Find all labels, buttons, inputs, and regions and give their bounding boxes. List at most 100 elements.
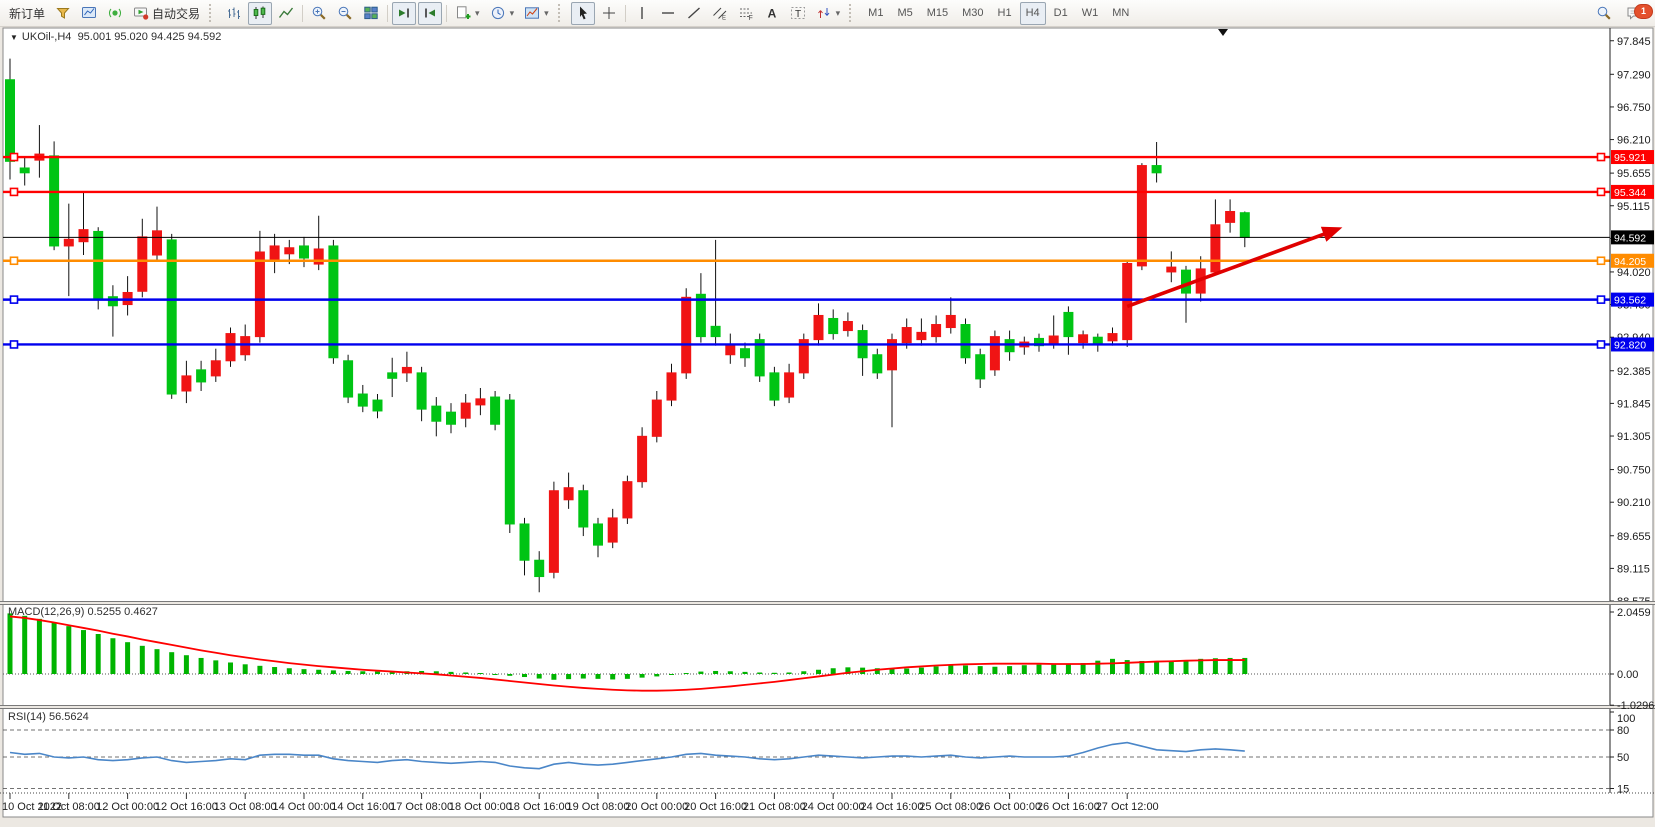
tf-w1-button-label: W1: [1081, 7, 1099, 19]
candle-body: [1181, 269, 1191, 294]
toolbar-separator: [387, 4, 389, 22]
candle-body: [1136, 165, 1147, 267]
candle-body: [754, 339, 765, 377]
macd-histogram-bar: [933, 666, 939, 674]
line-handle[interactable]: [1596, 152, 1606, 162]
horizontal-line-button[interactable]: [656, 2, 680, 25]
macd-histogram-bar: [110, 638, 116, 674]
arrows-button[interactable]: ▾: [812, 2, 845, 25]
line-handle[interactable]: [9, 187, 19, 197]
macd-histogram-bar: [51, 622, 57, 674]
macd-histogram-bar: [889, 668, 895, 674]
tile-icon: [363, 5, 379, 21]
toolbar-grip[interactable]: [849, 4, 857, 22]
label-icon: T: [790, 5, 806, 21]
candles-series[interactable]: [5, 58, 1250, 593]
fibonacci-button[interactable]: F: [734, 2, 758, 25]
toolbar-separator: [624, 4, 626, 22]
line-handle[interactable]: [9, 152, 19, 162]
channel-button[interactable]: E: [708, 2, 732, 25]
new-chart-button[interactable]: ▾: [451, 2, 484, 25]
candle-body: [1063, 311, 1074, 338]
tf-d1-button[interactable]: D1: [1048, 2, 1074, 25]
trendline-button[interactable]: [682, 2, 706, 25]
template-button[interactable]: ▾: [520, 2, 553, 25]
pane-splitter[interactable]: [0, 705, 1655, 709]
svg-text:89.115: 89.115: [1617, 563, 1650, 575]
zoom-in-button[interactable]: [307, 2, 331, 25]
search-button[interactable]: [1592, 2, 1616, 25]
toolbar-grip[interactable]: [209, 4, 217, 22]
line-handle[interactable]: [9, 340, 19, 349]
crosshair-button[interactable]: [597, 2, 621, 25]
macd-histogram-bar: [36, 618, 42, 674]
new-order-button[interactable]: 新订单: [5, 2, 49, 25]
autotrading-button[interactable]: 自动交易: [129, 2, 204, 25]
tf-h1-button[interactable]: H1: [992, 2, 1018, 25]
macd-histogram-bar: [977, 666, 983, 674]
template-icon: [524, 5, 540, 21]
zoom-out-button[interactable]: [333, 2, 357, 25]
macd-pane[interactable]: 2.0459 0.00 -1.0296: [3, 607, 1654, 712]
chart-shift-marker[interactable]: [1218, 29, 1228, 36]
candle-body: [769, 372, 780, 401]
tf-w1-button[interactable]: W1: [1076, 2, 1105, 25]
tf-m30-button[interactable]: M30: [956, 2, 989, 25]
period-button[interactable]: ▾: [486, 2, 519, 25]
cursor-button[interactable]: [570, 1, 595, 25]
macd-histogram-bar: [316, 669, 322, 674]
dropdown-arrow-icon[interactable]: ▾: [509, 7, 515, 18]
text-button[interactable]: A: [760, 2, 784, 25]
candle-body: [475, 398, 486, 406]
chart-shift-button[interactable]: [418, 1, 443, 25]
toolbar-grip[interactable]: [557, 4, 566, 22]
line-handle[interactable]: [9, 256, 19, 266]
vertical-line-button[interactable]: [630, 2, 654, 25]
pane-splitter[interactable]: [0, 601, 1655, 605]
line-handle[interactable]: [1596, 295, 1606, 304]
svg-text:26 Oct 00:00: 26 Oct 00:00: [978, 801, 1041, 813]
trend-arrow[interactable]: [1126, 226, 1343, 309]
macd-histogram-bar: [522, 674, 527, 678]
candle-body: [196, 369, 207, 383]
candle-body: [989, 336, 1000, 371]
charts-window-button[interactable]: [77, 2, 101, 25]
candle-body: [1122, 262, 1133, 341]
label-button[interactable]: T: [786, 2, 810, 25]
candlestick-chart-button[interactable]: [248, 1, 273, 25]
dropdown-arrow-icon[interactable]: ▾: [835, 7, 841, 18]
candle-body: [166, 239, 177, 395]
dropdown-arrow-icon[interactable]: ▾: [544, 7, 549, 18]
tf-mn-button[interactable]: MN: [1106, 2, 1135, 25]
auto-scroll-button[interactable]: [392, 1, 417, 25]
tf-m5-button[interactable]: M5: [891, 2, 918, 25]
tf-m15-button[interactable]: M15: [921, 2, 954, 25]
horizontal-level-lines[interactable]: [3, 152, 1610, 349]
line-handle[interactable]: [1596, 187, 1606, 197]
channel-icon: E: [712, 5, 728, 21]
candle-body: [416, 372, 427, 410]
order-ticket-icon-button[interactable]: [51, 2, 75, 25]
autotrading-icon: [133, 5, 149, 21]
svg-text:92.820: 92.820: [1614, 339, 1646, 351]
line-handle[interactable]: [1596, 340, 1606, 349]
macd-histogram-bar: [1007, 666, 1013, 674]
signal-button[interactable]: [103, 2, 127, 25]
bar-chart-button[interactable]: [222, 2, 246, 25]
line-handle[interactable]: [9, 295, 19, 304]
line-chart-button[interactable]: [274, 2, 298, 25]
tf-m1-button[interactable]: M1: [862, 2, 889, 25]
tile-windows-button[interactable]: [359, 2, 383, 25]
line-handle[interactable]: [1596, 256, 1606, 266]
svg-text:93.562: 93.562: [1614, 295, 1646, 307]
candle-body: [1239, 212, 1250, 238]
candle-body: [1092, 336, 1103, 344]
svg-text:-1.0296: -1.0296: [1617, 700, 1654, 712]
dropdown-arrow-icon[interactable]: ▾: [475, 7, 480, 18]
macd-histogram-bar: [81, 630, 86, 674]
tf-h4-button[interactable]: H4: [1019, 1, 1046, 25]
chat-button[interactable]: 1: [1622, 2, 1653, 25]
